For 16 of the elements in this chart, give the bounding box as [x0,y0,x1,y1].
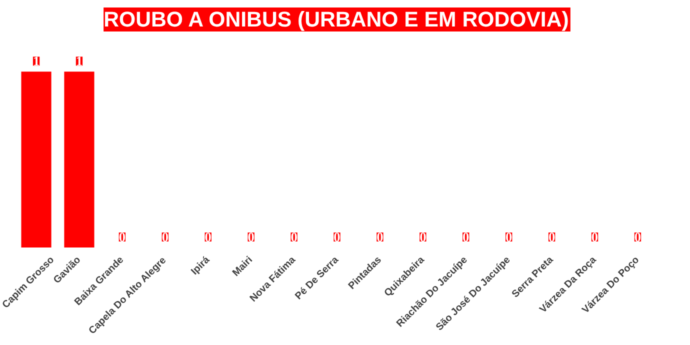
data-label: 1 [76,54,83,69]
data-label: 0 [548,230,556,244]
data-label: 0 [506,230,513,244]
data-label: 0 [334,230,341,244]
data-label: 0 [162,230,169,244]
data-label: 0 [376,230,384,244]
data-label: 0 [290,230,298,244]
data-label: 0 [420,230,427,244]
chart-title: ROUBO A ONIBUS (URBANO E EM RODOVIA) [104,8,569,32]
data-label: 0 [118,230,126,244]
data-label: 0 [591,230,598,244]
data-label: 1 [32,54,40,69]
data-label: 0 [462,230,470,244]
data-label: 0 [204,230,212,244]
data-label: 0 [634,230,642,244]
data-label: 0 [248,230,255,244]
